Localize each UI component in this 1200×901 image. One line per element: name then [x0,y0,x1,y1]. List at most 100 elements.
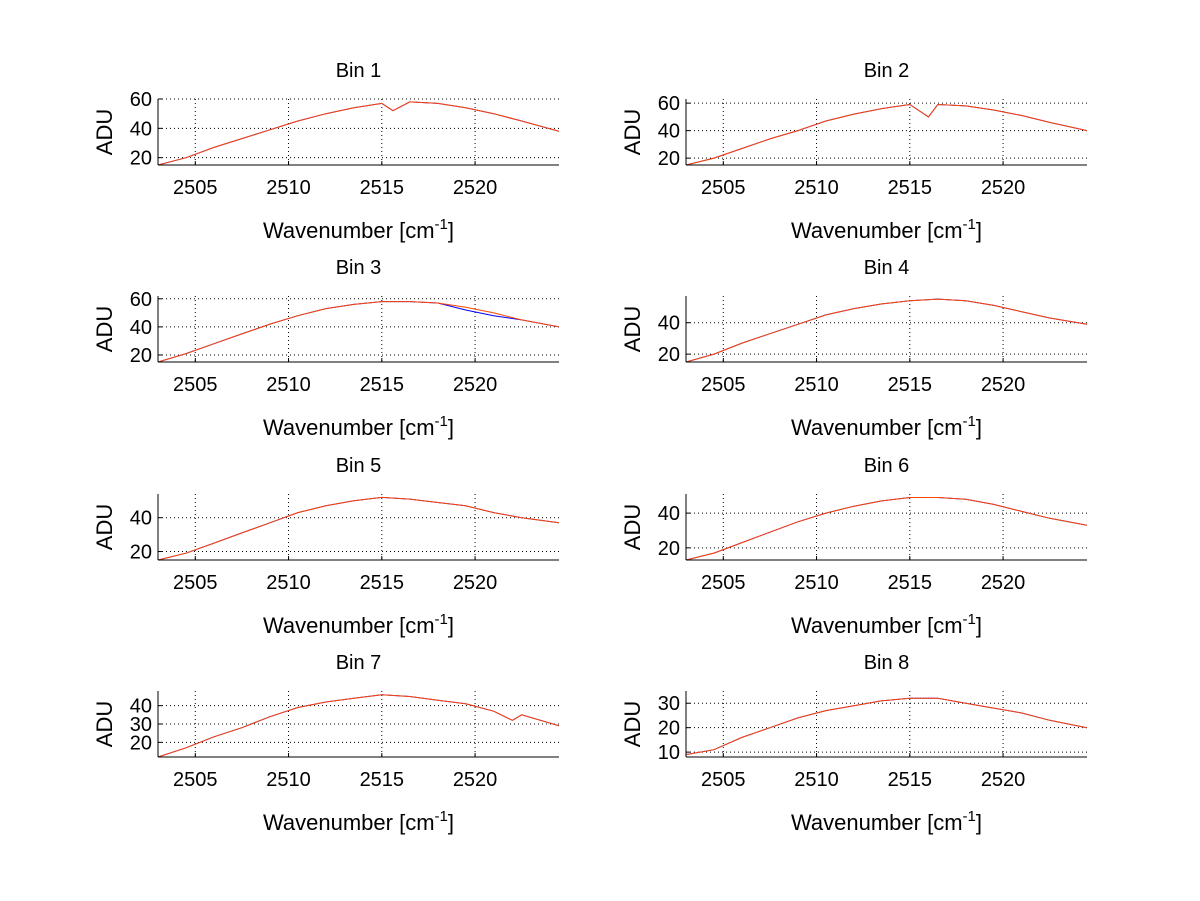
chart-6-series-line-2 [686,497,1087,560]
chart-5-x-tick-label-3: 2520 [453,572,498,594]
chart-1-x-tick-label-1: 2510 [266,177,311,199]
chart-8-x-tick-label-0: 2505 [701,769,746,791]
chart-1-y-tick-label-1: 40 [130,118,152,140]
chart-7-series-line-2 [158,694,559,757]
chart-2-series-line-1 [686,103,1087,165]
chart-5-x-axis-label: Wavenumber [cm-1] [263,611,454,638]
chart-panel-2: 2505 2510 2515 2520 20 40 60 Bin 2 ADU Wavenumber… [620,60,1087,243]
chart-7-x-tick-label-3: 2520 [453,769,498,791]
chart-7-title: Bin 7 [336,652,382,674]
chart-2-series-line-2 [686,103,1087,165]
chart-2-x-tick-label-1: 2510 [794,177,839,199]
chart-1-x-axis-label: Wavenumber [cm-1] [263,216,454,243]
chart-6-y-axis-label: ADU [620,504,645,550]
chart-5-y-axis-label: ADU [92,504,117,550]
chart-8-series-line-2 [686,697,1087,756]
chart-3-y-tick-label-2: 60 [130,289,152,311]
chart-panel-1: 2505 2510 2515 2520 20 40 60 Bin 1 ADU Wavenumber… [92,60,559,243]
chart-1-series-line-2 [158,101,559,165]
chart-1-y-tick-label-0: 20 [130,148,152,170]
chart-4-y-axis-label: ADU [620,306,645,352]
chart-3-x-tick-label-2: 2515 [360,374,405,396]
chart-2-y-tick-label-1: 40 [658,121,680,143]
chart-7-series-line-1 [158,694,559,757]
chart-7-y-tick-label-2: 40 [130,696,152,718]
chart-4-series-line-2 [686,298,1087,362]
chart-4-y-tick-label-1: 40 [658,313,680,335]
chart-6-y-tick-label-0: 20 [658,538,680,560]
chart-1-y-tick-label-2: 60 [130,89,152,111]
chart-1-y-axis-label: ADU [92,109,117,155]
chart-7-x-axis-label: Wavenumber [cm-1] [263,808,454,835]
chart-2-x-tick-label-0: 2505 [701,177,746,199]
chart-6-series-line-1 [686,497,1087,560]
chart-5-y-tick-label-0: 20 [130,542,152,564]
chart-3-title: Bin 3 [336,257,382,279]
chart-6-x-axis-label: Wavenumber [cm-1] [791,611,982,638]
chart-3-x-tick-label-3: 2520 [453,374,498,396]
chart-4-x-tick-label-2: 2515 [888,374,933,396]
chart-4-series-line-1 [686,298,1087,362]
chart-5-title: Bin 5 [336,455,382,477]
chart-3-y-tick-label-0: 20 [130,345,152,367]
chart-8-y-tick-label-0: 10 [658,742,680,764]
chart-6-x-tick-label-3: 2520 [981,572,1026,594]
chart-5-x-tick-label-2: 2515 [360,572,405,594]
chart-2-title: Bin 2 [864,60,910,82]
chart-8-title: Bin 8 [864,652,910,674]
chart-7-y-axis-label: ADU [92,701,117,747]
chart-8-y-axis-label: ADU [620,701,645,747]
chart-4-x-tick-label-0: 2505 [701,374,746,396]
chart-6-x-tick-label-0: 2505 [701,572,746,594]
chart-1-series-line-1 [158,101,559,165]
chart-3-y-axis-label: ADU [92,306,117,352]
chart-2-y-tick-label-0: 20 [658,148,680,170]
chart-1-x-tick-label-0: 2505 [173,177,218,199]
chart-panel-3: 2505 2510 2515 2520 20 40 60 Bin 3 ADU Wavenumber… [92,257,559,440]
chart-2-y-axis-label: ADU [620,109,645,155]
chart-8-series-line-1 [686,697,1087,756]
chart-6-x-tick-label-2: 2515 [888,572,933,594]
chart-3-series-line-2 [158,301,559,362]
chart-3-x-tick-label-1: 2510 [266,374,311,396]
chart-4-title: Bin 4 [864,257,910,279]
chart-1-x-tick-label-3: 2520 [453,177,498,199]
chart-4-y-tick-label-0: 20 [658,344,680,366]
chart-4-x-axis-label: Wavenumber [cm-1] [791,413,982,440]
chart-panel-4: 2505 2510 2515 2520 20 40 Bin 4 ADU Wavenumber [… [620,257,1087,440]
chart-3-x-tick-label-0: 2505 [173,374,218,396]
chart-8-y-tick-label-2: 30 [658,693,680,715]
chart-8-x-tick-label-1: 2510 [794,769,839,791]
chart-5-series-line-1 [158,496,559,560]
chart-6-title: Bin 6 [864,455,910,477]
chart-3-y-tick-label-1: 40 [130,317,152,339]
chart-6-x-tick-label-1: 2510 [794,572,839,594]
chart-4-x-tick-label-3: 2520 [981,374,1026,396]
chart-7-y-tick-label-1: 30 [130,714,152,736]
chart-2-x-tick-label-2: 2515 [888,177,933,199]
chart-5-series-line-2 [158,496,559,560]
chart-5-x-tick-label-1: 2510 [266,572,311,594]
chart-panel-6: 2505 2510 2515 2520 20 40 Bin 6 ADU Wavenumber [… [620,455,1087,638]
chart-7-x-tick-label-2: 2515 [360,769,405,791]
chart-3-series-line-1 [158,301,559,362]
chart-8-x-tick-label-3: 2520 [981,769,1026,791]
chart-8-x-axis-label: Wavenumber [cm-1] [791,808,982,835]
chart-2-x-axis-label: Wavenumber [cm-1] [791,216,982,243]
chart-7-x-tick-label-1: 2510 [266,769,311,791]
chart-8-x-tick-label-2: 2515 [888,769,933,791]
chart-4-x-tick-label-1: 2510 [794,374,839,396]
chart-panel-5: 2505 2510 2515 2520 20 40 Bin 5 ADU Wavenumber [… [92,455,559,638]
chart-7-y-tick-label-0: 20 [130,732,152,754]
chart-1-title: Bin 1 [336,60,382,82]
chart-8-y-tick-label-1: 20 [658,718,680,740]
chart-3-x-axis-label: Wavenumber [cm-1] [263,413,454,440]
chart-1-x-tick-label-2: 2515 [360,177,405,199]
chart-2-y-tick-label-2: 60 [658,93,680,115]
chart-6-y-tick-label-1: 40 [658,503,680,525]
chart-7-x-tick-label-0: 2505 [173,769,218,791]
chart-5-y-tick-label-1: 40 [130,508,152,530]
